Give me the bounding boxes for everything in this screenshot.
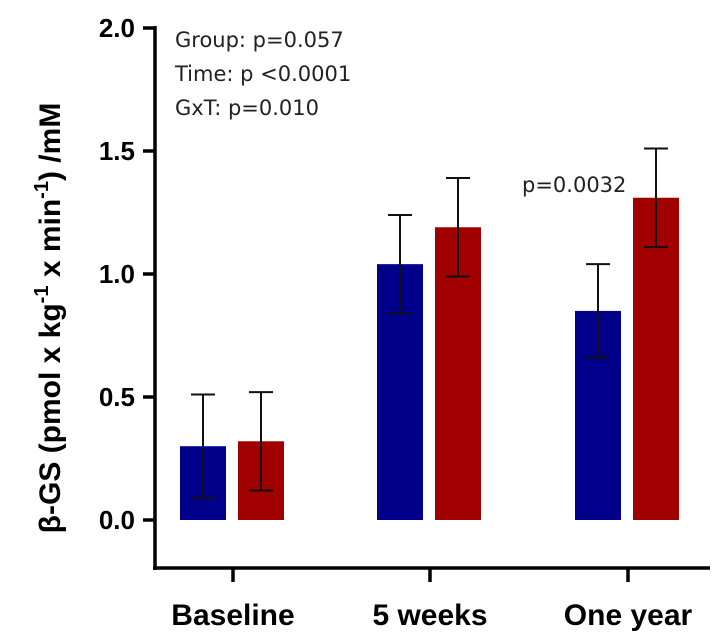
y-tick-label: 1.5 bbox=[99, 136, 135, 166]
y-tick-label: 0.5 bbox=[99, 382, 135, 412]
y-tick-label: 0.0 bbox=[99, 505, 135, 535]
annotation-time: Time: p <0.0001 bbox=[174, 62, 351, 86]
y-tick-label: 2.0 bbox=[99, 13, 135, 43]
y-axis-label: β-GS (pmol x kg-1 x min-1) /mM bbox=[31, 103, 67, 534]
bars bbox=[180, 197, 679, 521]
annotation-gxt: GxT: p=0.010 bbox=[175, 96, 319, 120]
x-tick-label: 5 weeks bbox=[372, 599, 487, 632]
bar bbox=[633, 197, 679, 521]
x-tick-label: Baseline bbox=[171, 599, 294, 632]
x-tick-label: One year bbox=[564, 599, 693, 632]
annotation-one-year-p: p=0.0032 bbox=[522, 173, 626, 197]
y-axis-ticks: 0.0 0.5 1.0 1.5 2.0 bbox=[99, 13, 155, 535]
annotation-group: Group: p=0.057 bbox=[175, 28, 344, 52]
y-tick-label: 1.0 bbox=[99, 259, 135, 289]
x-axis-ticks: Baseline 5 weeks One year bbox=[171, 568, 693, 632]
error-bars bbox=[191, 147, 668, 499]
